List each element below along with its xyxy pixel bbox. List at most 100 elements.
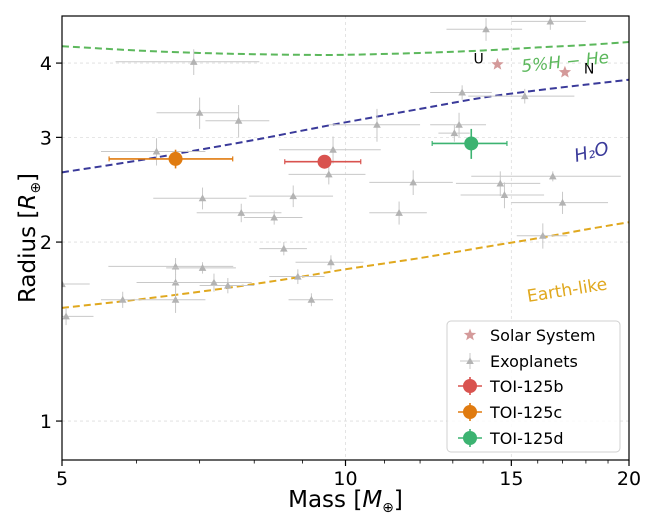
toi-points: [108, 128, 508, 169]
exoplanet-marker: [548, 172, 557, 180]
exoplanet-marker: [496, 179, 505, 187]
exoplanet-marker: [152, 147, 161, 155]
solar-system-points: UN: [473, 51, 594, 78]
exoplanet-marker: [539, 231, 547, 239]
toi-125d-point: [431, 128, 508, 159]
exoplanet-point: [196, 203, 282, 223]
legend-circle-marker: [463, 379, 477, 393]
legend-label: TOI-125c: [489, 403, 562, 422]
legend-label: Solar System: [490, 326, 596, 345]
exoplanet-point: [205, 105, 270, 138]
exoplanet-marker: [500, 191, 509, 199]
x-tick-label: 10: [333, 468, 357, 490]
exoplanet-marker: [118, 295, 127, 303]
exoplanet-marker: [546, 17, 555, 25]
toi-125d-marker: [464, 136, 479, 151]
exoplanet-marker: [458, 88, 466, 96]
exoplanet-marker: [198, 194, 207, 202]
planet-label-n: N: [584, 61, 594, 77]
exoplanet-marker: [224, 281, 232, 289]
exoplanet-point: [288, 293, 334, 307]
legend-item: TOI-125c: [458, 403, 562, 422]
toi-125c-point: [108, 149, 234, 169]
exoplanet-point: [172, 273, 252, 292]
exoplanet-points: [62, 16, 621, 326]
exoplanet-point: [455, 171, 541, 197]
h-he-curve: [62, 41, 629, 56]
exoplanet-point: [62, 307, 94, 326]
exoplanet-point: [115, 49, 260, 75]
exoplanet-marker: [189, 57, 198, 65]
exoplanet-point: [369, 170, 453, 195]
legend-box: [446, 320, 621, 453]
legend-item: Solar System: [463, 326, 596, 345]
exoplanet-marker: [195, 108, 204, 116]
exoplanet-marker: [294, 272, 302, 280]
exoplanet-marker: [327, 258, 335, 266]
x-tick-label: 15: [499, 468, 523, 490]
exoplanet-point: [511, 191, 609, 214]
exoplanet-marker: [325, 170, 333, 178]
exoplanet-marker: [450, 129, 459, 137]
exoplanet-point: [430, 112, 487, 138]
exoplanet-point: [295, 255, 364, 270]
exoplanet-marker: [455, 120, 463, 128]
exoplanet-point: [446, 18, 523, 41]
exoplanet-point: [288, 164, 366, 185]
exoplanet-point: [100, 291, 144, 308]
x-tick-label: 5: [56, 468, 68, 490]
exoplanet-point: [430, 85, 492, 100]
exoplanet-marker: [62, 280, 66, 288]
exoplanet-point: [243, 210, 303, 225]
exoplanet-marker: [558, 198, 567, 206]
exoplanet-marker: [280, 244, 288, 252]
exoplanet-point: [468, 88, 575, 104]
legend: Solar System Exoplanets TOI-125b TOI-125c TO…: [446, 320, 621, 453]
exoplanet-point: [328, 108, 421, 142]
toi-125c-marker: [168, 151, 183, 166]
exoplanet-marker: [237, 209, 246, 216]
exoplanet-marker: [395, 209, 403, 216]
exoplanet-point: [249, 185, 334, 208]
exoplanet-point: [62, 269, 90, 300]
exoplanet-marker: [289, 192, 298, 200]
y-axis-label: Radius [R⊕]: [15, 173, 44, 303]
toi-125b-point: [284, 154, 362, 169]
exoplanet-point: [269, 269, 325, 285]
exoplanet-marker: [171, 295, 180, 303]
y-tick-label: 2: [40, 232, 52, 254]
exoplanet-point: [259, 242, 307, 256]
legend-label: TOI-125d: [489, 429, 564, 448]
exoplanet-marker: [270, 213, 278, 221]
h2o-curve-label: H₂O: [572, 138, 611, 167]
x-axis-label: Mass [M⊕]: [288, 487, 403, 516]
legend-circle-marker: [463, 431, 477, 445]
legend-star-marker: [463, 328, 477, 341]
exoplanet-point: [143, 287, 206, 313]
solar-system-star: [491, 57, 504, 70]
exoplanet-point: [108, 258, 234, 276]
exoplanet-point: [369, 201, 427, 225]
exoplanet-point: [279, 136, 381, 164]
toi-125b-marker: [317, 154, 332, 169]
exoplanet-point: [153, 187, 247, 210]
y-tick-label: 1: [40, 411, 52, 433]
exoplanet-marker: [520, 92, 529, 100]
exoplanet-marker: [482, 25, 490, 33]
legend-item: TOI-125b: [458, 377, 564, 396]
y-tick-label: 3: [40, 127, 52, 149]
exoplanet-point: [199, 278, 255, 294]
exoplanet-marker: [373, 120, 381, 128]
legend-item: TOI-125d: [458, 429, 564, 448]
exoplanet-marker: [234, 116, 243, 124]
exoplanet-marker: [210, 278, 218, 286]
exoplanet-marker: [62, 312, 70, 320]
legend-circle-marker: [463, 405, 477, 419]
exoplanet-point: [156, 97, 239, 129]
exoplanet-point: [166, 262, 236, 274]
exoplanet-marker: [409, 178, 417, 186]
exoplanet-point: [438, 124, 470, 142]
planet-label-u: U: [473, 51, 483, 67]
y-tick-label: 4: [40, 53, 52, 75]
